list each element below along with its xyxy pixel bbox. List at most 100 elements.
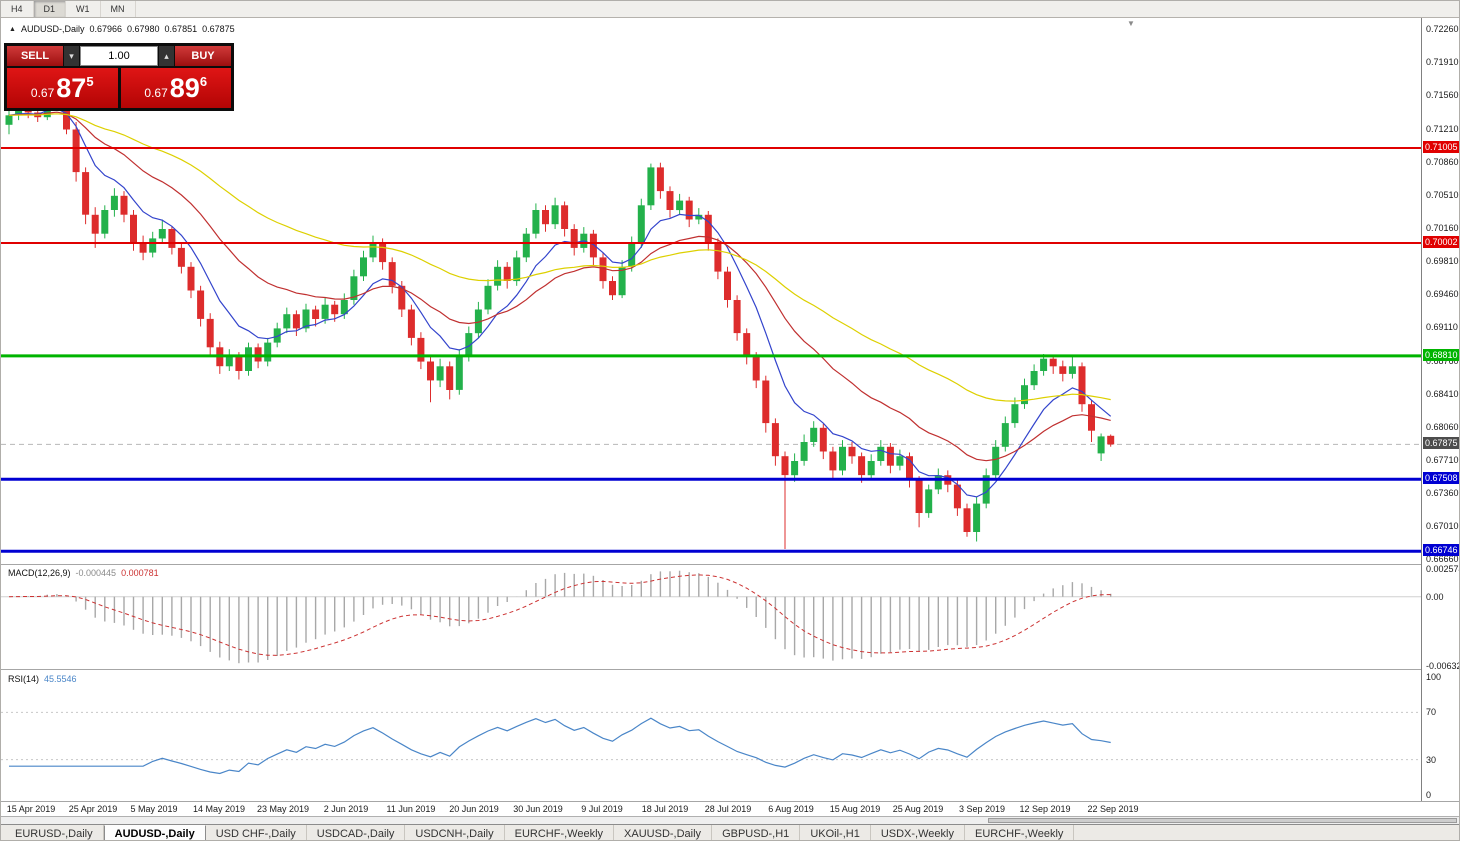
rsi-indicator-label: RSI(14) 45.5546	[8, 674, 77, 684]
time-axis-label: 18 Jul 2019	[641, 804, 689, 814]
timeframe-button-h4[interactable]: H4	[1, 1, 34, 17]
chart-tab-eurusd-daily[interactable]: EURUSD-,Daily	[5, 825, 104, 840]
price-axis-label: 0.70860	[1426, 156, 1459, 167]
timeframe-button-d1[interactable]: D1	[33, 1, 67, 17]
time-axis-label: 25 Aug 2019	[892, 804, 944, 814]
price-axis-label: 0.69810	[1426, 256, 1459, 267]
price-axis-label: 0.71910	[1426, 57, 1459, 68]
chart-tab-audusd-daily[interactable]: AUDUSD-,Daily	[103, 825, 206, 840]
ohlc-close: 0.67875	[202, 24, 235, 34]
horizontal-scrollbar[interactable]	[1, 816, 1459, 824]
horizontal-scrollbar-thumb[interactable]	[988, 818, 1457, 823]
price-axis-label: 0.70510	[1426, 189, 1459, 200]
ohlc-open: 0.67966	[89, 24, 122, 34]
chart-tab-eurchf-weekly[interactable]: EURCHF-,Weekly	[965, 825, 1075, 840]
rsi-name: RSI(14)	[8, 674, 40, 684]
price-axis-label: 0.67010	[1426, 521, 1459, 532]
rsi-axis-label: 0	[1426, 790, 1432, 800]
price-axis-label: 0.70160	[1426, 223, 1459, 234]
chart-tabs-bar: EURUSD-,Daily AUDUSD-,Daily USD CHF-,Daily…	[1, 824, 1459, 840]
time-axis-label: 9 Jul 2019	[581, 804, 623, 814]
macd-name: MACD(12,26,9)	[8, 568, 71, 578]
price-axis-label: 0.68060	[1426, 421, 1459, 432]
macd-signal-value: 0.000781	[121, 568, 159, 578]
macd-axis-label: -0.006326	[1426, 661, 1459, 671]
chart-tab-gbpusd-h1[interactable]: GBPUSD-,H1	[712, 825, 801, 840]
price-axis-label: 0.71210	[1426, 123, 1459, 134]
price-axis[interactable]: 0.72260 0.71910 0.71560 0.71210 0.70860 0.705…	[1421, 18, 1459, 801]
sell-button[interactable]: SELL	[7, 46, 63, 66]
rsi-axis-label: 30	[1426, 754, 1437, 765]
rsi-value: 45.5546	[44, 674, 77, 684]
macd-panel-splitter[interactable]	[1, 564, 1459, 565]
timeframe-toolbar: H4 D1 W1 MN	[1, 1, 1459, 18]
buy-price-big-figure: 0.67	[144, 86, 168, 100]
main-chart-canvas[interactable]	[1, 18, 1421, 564]
price-tag-resistance-lower: 0.70002	[1423, 235, 1459, 248]
time-axis-label: 22 Sep 2019	[1087, 804, 1139, 814]
time-axis-label: 3 Sep 2019	[958, 804, 1006, 814]
chart-tab-ukoil-h1[interactable]: UKOil-,H1	[800, 825, 871, 840]
time-axis-label: 12 Sep 2019	[1019, 804, 1071, 814]
buy-button[interactable]: BUY	[175, 46, 231, 66]
volume-increase-button[interactable]: ▴	[159, 46, 174, 66]
ohlc-high: 0.67980	[127, 24, 160, 34]
timeframe-button-w1[interactable]: W1	[66, 1, 101, 17]
macd-main-value: -0.000445	[75, 568, 117, 578]
chart-tab-usd-chf-daily[interactable]: USD CHF-,Daily	[206, 825, 307, 840]
time-axis-label: 15 Apr 2019	[6, 804, 56, 814]
chart-ohlc-header: ▲ AUDUSD-,Daily 0.67966 0.67980 0.67851 …	[9, 24, 235, 34]
time-axis-label: 5 May 2019	[130, 804, 178, 814]
price-axis-label: 0.71560	[1426, 90, 1459, 101]
chart-tab-eurchf-weekly[interactable]: EURCHF-,Weekly	[505, 825, 615, 840]
time-axis-label: 2 Jun 2019	[323, 804, 369, 814]
time-axis-label: 30 Jun 2019	[513, 804, 563, 814]
rsi-indicator-canvas[interactable]	[1, 671, 1421, 801]
sell-price-button[interactable]: 0.67 87 5	[7, 68, 118, 108]
rsi-axis-label: 70	[1426, 707, 1437, 718]
rsi-axis-label: 100	[1426, 672, 1442, 682]
chart-tab-usdcnh-daily[interactable]: USDCNH-,Daily	[405, 825, 505, 840]
price-tag-current-bid: 0.67875	[1423, 437, 1459, 450]
price-axis-label: 0.67710	[1426, 455, 1459, 466]
time-axis-label: 14 May 2019	[192, 804, 246, 814]
time-axis-label: 23 May 2019	[256, 804, 310, 814]
one-click-trading-widget: SELL ▾ ▴ BUY 0.67 87 5 0.67 89 6	[4, 43, 234, 111]
buy-price-pips: 89	[169, 72, 200, 103]
price-tag-support-upper: 0.67508	[1423, 472, 1459, 485]
price-axis-label: 0.67360	[1426, 488, 1459, 499]
chart-shift-marker-icon: ▼	[1127, 19, 1135, 28]
time-axis-label: 6 Aug 2019	[768, 804, 814, 814]
price-axis-label: 0.69460	[1426, 289, 1459, 300]
time-axis-label: 25 Apr 2019	[68, 804, 118, 814]
sell-price-pips: 87	[56, 72, 87, 103]
price-tag-pivot-level: 0.68810	[1423, 348, 1459, 361]
rsi-panel-splitter[interactable]	[1, 669, 1459, 670]
time-axis-label: 20 Jun 2019	[449, 804, 499, 814]
chart-tab-usdx-weekly[interactable]: USDX-,Weekly	[871, 825, 965, 840]
sell-price-big-figure: 0.67	[30, 86, 55, 100]
chart-tab-usdcad-daily[interactable]: USDCAD-,Daily	[307, 825, 406, 840]
chart-tab-xauusd-daily[interactable]: XAUUSD-,Daily	[614, 825, 713, 840]
time-axis-label: 28 Jul 2019	[704, 804, 752, 814]
timeframe-button-mn[interactable]: MN	[101, 1, 136, 17]
price-axis-label: 0.66660	[1426, 554, 1459, 565]
price-axis-label: 0.69110	[1426, 322, 1458, 333]
time-axis-label: 11 Jun 2019	[386, 804, 436, 814]
buy-price-button[interactable]: 0.67 89 6	[120, 68, 231, 108]
price-tag-support-lower: 0.66746	[1423, 544, 1459, 557]
time-axis-label: 15 Aug 2019	[829, 804, 881, 814]
price-tag-resistance-upper: 0.71005	[1423, 141, 1459, 153]
volume-input[interactable]	[80, 46, 158, 66]
volume-decrease-button[interactable]: ▾	[64, 46, 79, 66]
time-axis[interactable]: 15 Apr 2019 25 Apr 2019 5 May 2019 14 May 2…	[1, 802, 1459, 816]
price-axis-label: 0.72260	[1426, 24, 1459, 35]
macd-axis-label: 0.00	[1426, 591, 1444, 602]
macd-indicator-canvas[interactable]	[1, 565, 1421, 669]
symbol-direction-icon: ▲	[9, 25, 16, 33]
chart-symbol-label: AUDUSD-,Daily	[20, 24, 85, 34]
ohlc-low: 0.67851	[164, 24, 198, 34]
buy-price-pipette: 6	[199, 73, 208, 89]
price-axis-label: 0.68410	[1426, 388, 1459, 399]
